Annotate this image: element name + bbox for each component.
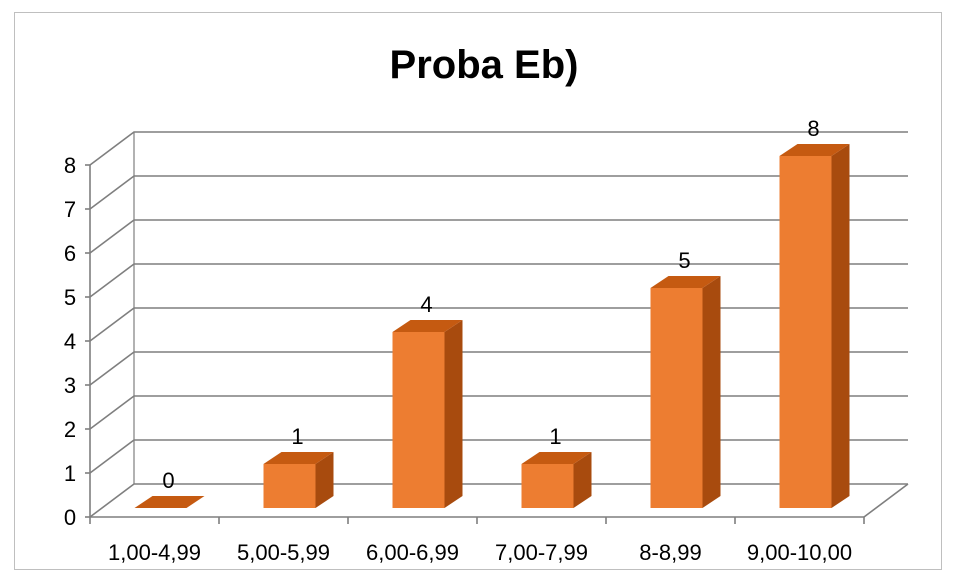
bar-side: [573, 452, 592, 508]
bar-side: [831, 144, 850, 508]
chart-title: Proba Eb): [390, 43, 579, 87]
x-tick-label: 9,00-10,00: [747, 540, 852, 565]
bar-side: [702, 276, 721, 508]
y-tick-label: 6: [64, 241, 76, 266]
bar-top: [134, 496, 205, 508]
bar-top: [263, 452, 334, 464]
bars: [134, 144, 850, 508]
bar: [779, 144, 850, 508]
data-label: 0: [162, 468, 174, 493]
bar-front: [779, 156, 832, 508]
bar-side: [444, 320, 463, 508]
bar-top: [650, 276, 721, 288]
bar: [134, 496, 205, 508]
bar-top: [392, 320, 463, 332]
y-tick-label: 1: [64, 461, 76, 486]
data-labels: 0 1 4 1 5 8: [162, 116, 819, 493]
bar: [521, 452, 592, 508]
x-tick-label: 1,00-4,99: [108, 540, 201, 565]
x-tick-label: 6,00-6,99: [366, 540, 459, 565]
bar: [650, 276, 721, 508]
axes: [85, 132, 909, 524]
bar-side: [315, 452, 334, 508]
y-tick-label: 5: [64, 285, 76, 310]
data-label: 1: [291, 424, 303, 449]
data-label: 5: [678, 248, 690, 273]
data-label: 1: [549, 424, 561, 449]
x-tick-label: 8-8,99: [639, 540, 701, 565]
x-tick-label: 5,00-5,99: [237, 540, 330, 565]
x-axis-ticks: 1,00-4,99 5,00-5,99 6,00-6,99 7,00-7,99 8-8,…: [108, 540, 852, 565]
bar-front: [263, 464, 316, 508]
y-tick-label: 7: [64, 197, 76, 222]
bar: [392, 320, 463, 508]
y-tick-label: 4: [64, 329, 76, 354]
floor-edge: [863, 483, 909, 518]
x-tick-label: 7,00-7,99: [495, 540, 588, 565]
y-tick-label: 2: [64, 417, 76, 442]
data-label: 4: [420, 292, 432, 317]
bar-front: [521, 464, 574, 508]
data-label: 8: [807, 116, 819, 141]
y-tick-label: 8: [64, 153, 76, 178]
bar-front: [392, 332, 445, 508]
y-axis-ticks: 0 1 2 3 4 5 6 7 8: [64, 153, 76, 530]
bar-front: [650, 288, 703, 508]
bar-top: [521, 452, 592, 464]
bar: [263, 452, 334, 508]
y-tick-label: 3: [64, 373, 76, 398]
bar-top: [779, 144, 850, 156]
y-tick-label: 0: [64, 505, 76, 530]
